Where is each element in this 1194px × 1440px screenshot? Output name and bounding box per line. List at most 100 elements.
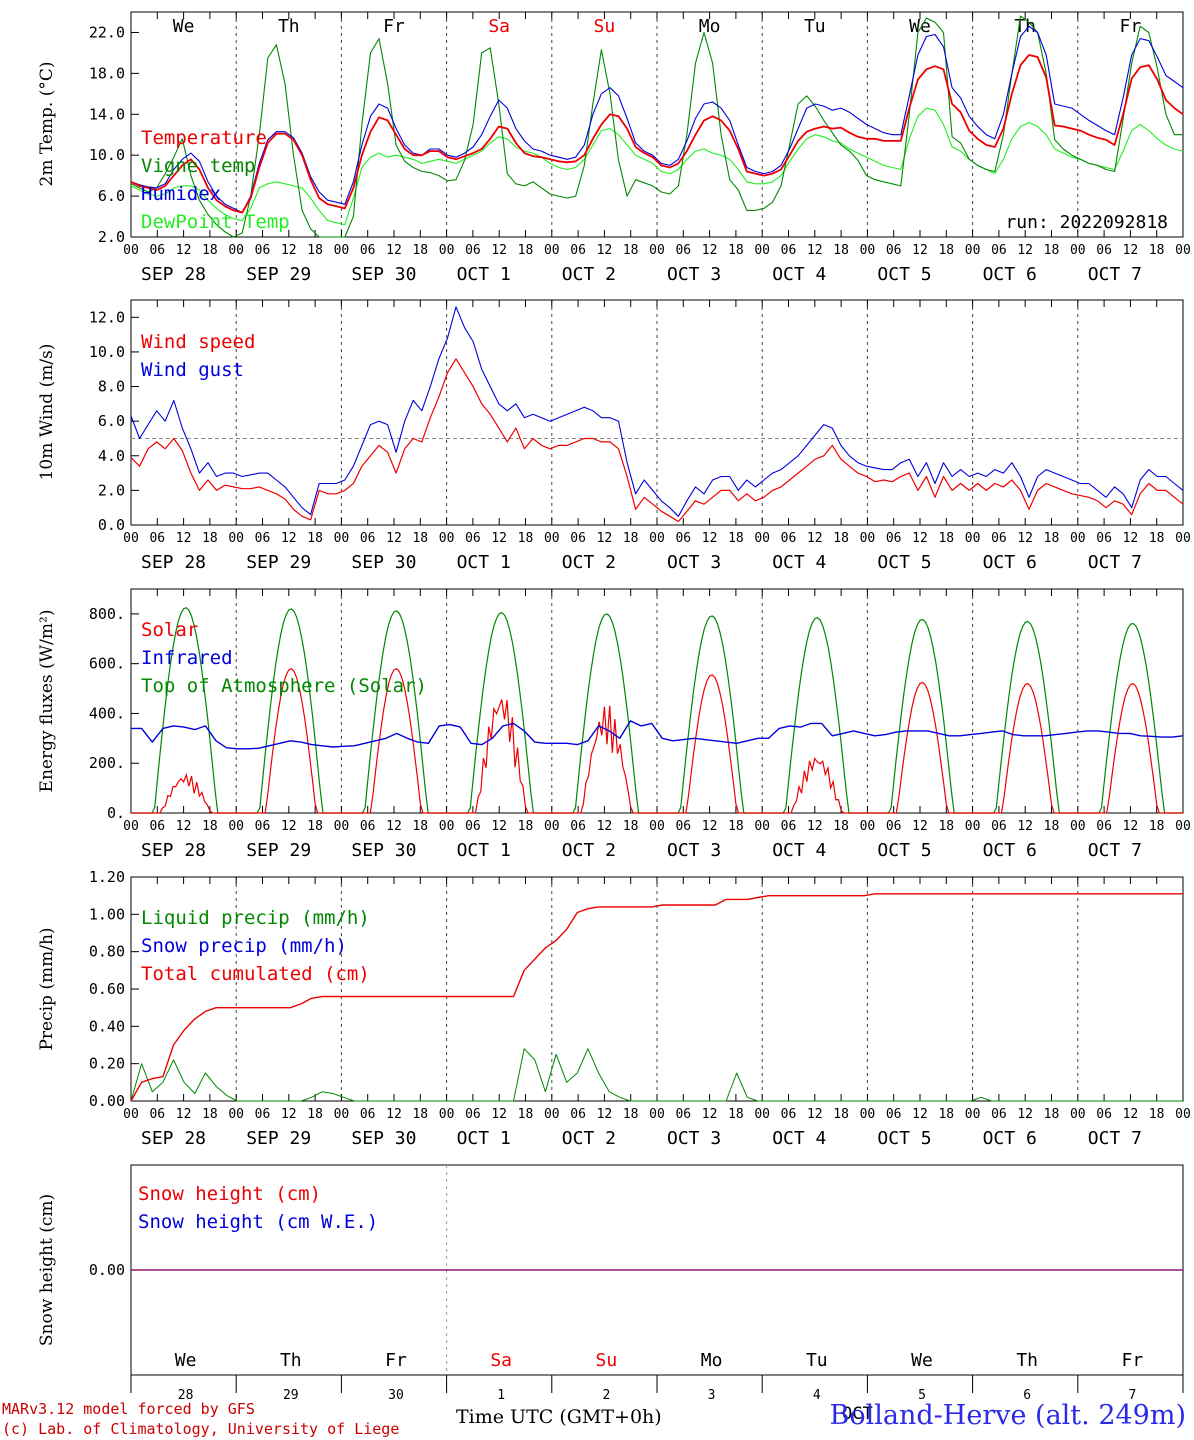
hour-tick-label: 00 <box>965 531 981 546</box>
hour-tick-label: 06 <box>570 243 586 258</box>
day-number: 6 <box>1023 1388 1031 1403</box>
hour-tick-label: 12 <box>1123 819 1139 834</box>
y-tick-label: 2.0 <box>98 228 125 246</box>
hour-tick-label: 18 <box>728 819 744 834</box>
date-label: SEP 30 <box>351 840 416 861</box>
y-tick-label: 10.0 <box>89 343 125 361</box>
hour-tick-label: 12 <box>281 531 297 546</box>
day-number: 30 <box>388 1388 404 1403</box>
legend-infrared: Infrared <box>141 647 233 669</box>
run-label: run: 2022092818 <box>1005 212 1168 233</box>
hour-tick-label: 00 <box>1070 243 1086 258</box>
hour-tick-label: 18 <box>518 1107 534 1122</box>
hour-tick-label: 18 <box>1149 243 1165 258</box>
hour-tick-label: 18 <box>623 1107 639 1122</box>
hour-tick-label: 12 <box>1123 531 1139 546</box>
series-line-solar <box>131 667 1183 814</box>
date-label: OCT 3 <box>667 840 721 861</box>
date-label: SEP 28 <box>141 840 206 861</box>
date-label: OCT 4 <box>772 264 826 285</box>
y-tick-label: 6.0 <box>98 412 125 430</box>
hour-tick-label: 00 <box>334 531 350 546</box>
hour-tick-label: 06 <box>675 1107 691 1122</box>
hour-tick-label: 06 <box>1096 243 1112 258</box>
model-credit: MARv3.12 model forced by GFS <box>2 1400 255 1418</box>
hour-tick-label: 00 <box>1175 1107 1191 1122</box>
series-line-3 <box>130 107 1184 226</box>
hour-tick-label: 00 <box>334 1107 350 1122</box>
hour-tick-label: 12 <box>1017 819 1033 834</box>
day-number: 28 <box>178 1388 194 1403</box>
hour-tick-label: 18 <box>412 819 428 834</box>
y-axis-label: 2m Temp. (°C) <box>37 61 57 186</box>
hour-tick-label: 18 <box>202 819 218 834</box>
y-tick-label: 1.00 <box>89 905 125 923</box>
y-tick-label: 22.0 <box>89 23 125 41</box>
day-name: Th <box>278 16 300 37</box>
hour-tick-label: 18 <box>1044 531 1060 546</box>
y-tick-label: 0.60 <box>89 980 125 998</box>
date-label: OCT 4 <box>772 1128 826 1149</box>
hour-tick-label: 06 <box>255 819 271 834</box>
hour-tick-label: 12 <box>1123 1107 1139 1122</box>
day-name: Tu <box>806 1350 828 1371</box>
date-label: SEP 30 <box>351 552 416 573</box>
hour-tick-label: 00 <box>228 531 244 546</box>
hour-tick-label: 18 <box>518 531 534 546</box>
hour-tick-label: 00 <box>649 819 665 834</box>
time-axis-label: Time UTC (GMT+0h) <box>456 1406 662 1428</box>
date-label: OCT 7 <box>1088 264 1142 285</box>
y-tick-label: 800. <box>89 605 125 623</box>
hour-tick-label: 06 <box>149 1107 165 1122</box>
y-tick-label: 18.0 <box>89 64 125 82</box>
hour-tick-label: 18 <box>1044 819 1060 834</box>
hour-tick-label: 18 <box>202 1107 218 1122</box>
hour-tick-label: 00 <box>860 1107 876 1122</box>
hour-tick-label: 06 <box>886 531 902 546</box>
day-name: Th <box>1016 1350 1038 1371</box>
legend-vigne-temp: Vigne temp <box>141 155 255 177</box>
y-axis-label: Snow height (cm) <box>37 1194 57 1346</box>
hour-tick-label: 06 <box>255 531 271 546</box>
hour-tick-label: 06 <box>675 819 691 834</box>
y-tick-label: 200. <box>89 754 125 772</box>
hour-tick-label: 12 <box>702 819 718 834</box>
day-name: Su <box>594 16 616 37</box>
hour-tick-label: 06 <box>1096 819 1112 834</box>
date-label: OCT 1 <box>457 264 511 285</box>
date-label: OCT 6 <box>983 840 1037 861</box>
hour-tick-label: 18 <box>307 243 323 258</box>
day-name: Fr <box>1120 16 1142 37</box>
hour-tick-label: 00 <box>334 819 350 834</box>
hour-tick-label: 06 <box>991 1107 1007 1122</box>
hour-tick-label: 18 <box>412 1107 428 1122</box>
hour-tick-label: 00 <box>228 243 244 258</box>
hour-tick-label: 00 <box>544 531 560 546</box>
day-name: Tu <box>804 16 826 37</box>
legend-top-of-atmosphere-solar: Top of Atmosphere (Solar) <box>141 675 427 697</box>
hour-tick-label: 12 <box>176 1107 192 1122</box>
date-label: OCT 7 <box>1088 552 1142 573</box>
hour-tick-label: 18 <box>1149 819 1165 834</box>
hour-tick-label: 18 <box>833 1107 849 1122</box>
hour-tick-label: 12 <box>912 1107 928 1122</box>
hour-tick-label: 00 <box>439 243 455 258</box>
y-tick-label: 4.0 <box>98 447 125 465</box>
legend-snow-height-we: Snow height (cm W.E.) <box>138 1211 378 1233</box>
hour-tick-label: 06 <box>255 1107 271 1122</box>
hour-tick-label: 18 <box>1149 531 1165 546</box>
hour-tick-label: 18 <box>938 243 954 258</box>
hour-tick-label: 12 <box>912 531 928 546</box>
hour-tick-label: 12 <box>702 531 718 546</box>
hour-tick-label: 06 <box>360 819 376 834</box>
legend-temperature: Temperature <box>141 127 267 149</box>
hour-tick-label: 12 <box>491 243 507 258</box>
series-line-0 <box>130 54 1184 214</box>
day-name: Sa <box>488 16 510 37</box>
hour-tick-label: 00 <box>860 819 876 834</box>
hour-tick-label: 12 <box>702 1107 718 1122</box>
day-name: We <box>173 16 195 37</box>
hour-tick-label: 00 <box>649 1107 665 1122</box>
hour-tick-label: 18 <box>307 531 323 546</box>
